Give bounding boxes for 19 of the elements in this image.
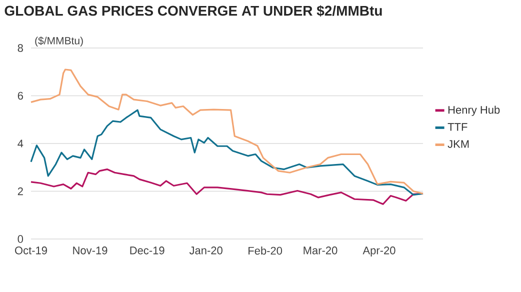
y-tick-label: 6: [18, 92, 23, 100]
legend-label: JKM: [448, 140, 469, 148]
x-tick-label: Mar-20: [304, 246, 338, 254]
y-tick-label: 8: [18, 44, 23, 52]
chart-title: GLOBAL GAS PRICES CONVERGE AT UNDER $2/MMBtu: [4, 5, 382, 17]
legend-label: Henry Hub: [448, 106, 500, 116]
y-tick-label: 2: [18, 187, 23, 196]
x-tick-label: Apr-20: [362, 246, 396, 256]
x-tick-label: Feb-20: [248, 246, 282, 255]
x-tick-label: Jan-20: [189, 246, 222, 254]
y-axis-title: ($/MMBtu): [35, 36, 83, 46]
x-tick-label: Dec-19: [130, 246, 164, 254]
y-tick-label: 0: [18, 235, 24, 243]
line-series: [30, 68, 424, 194]
legend-label: TTF: [448, 123, 468, 131]
y-tick-label: 4: [18, 140, 24, 148]
x-tick-label: Oct-19: [15, 246, 47, 254]
line-series: [30, 109, 424, 196]
x-tick-label: Nov-19: [73, 246, 108, 254]
